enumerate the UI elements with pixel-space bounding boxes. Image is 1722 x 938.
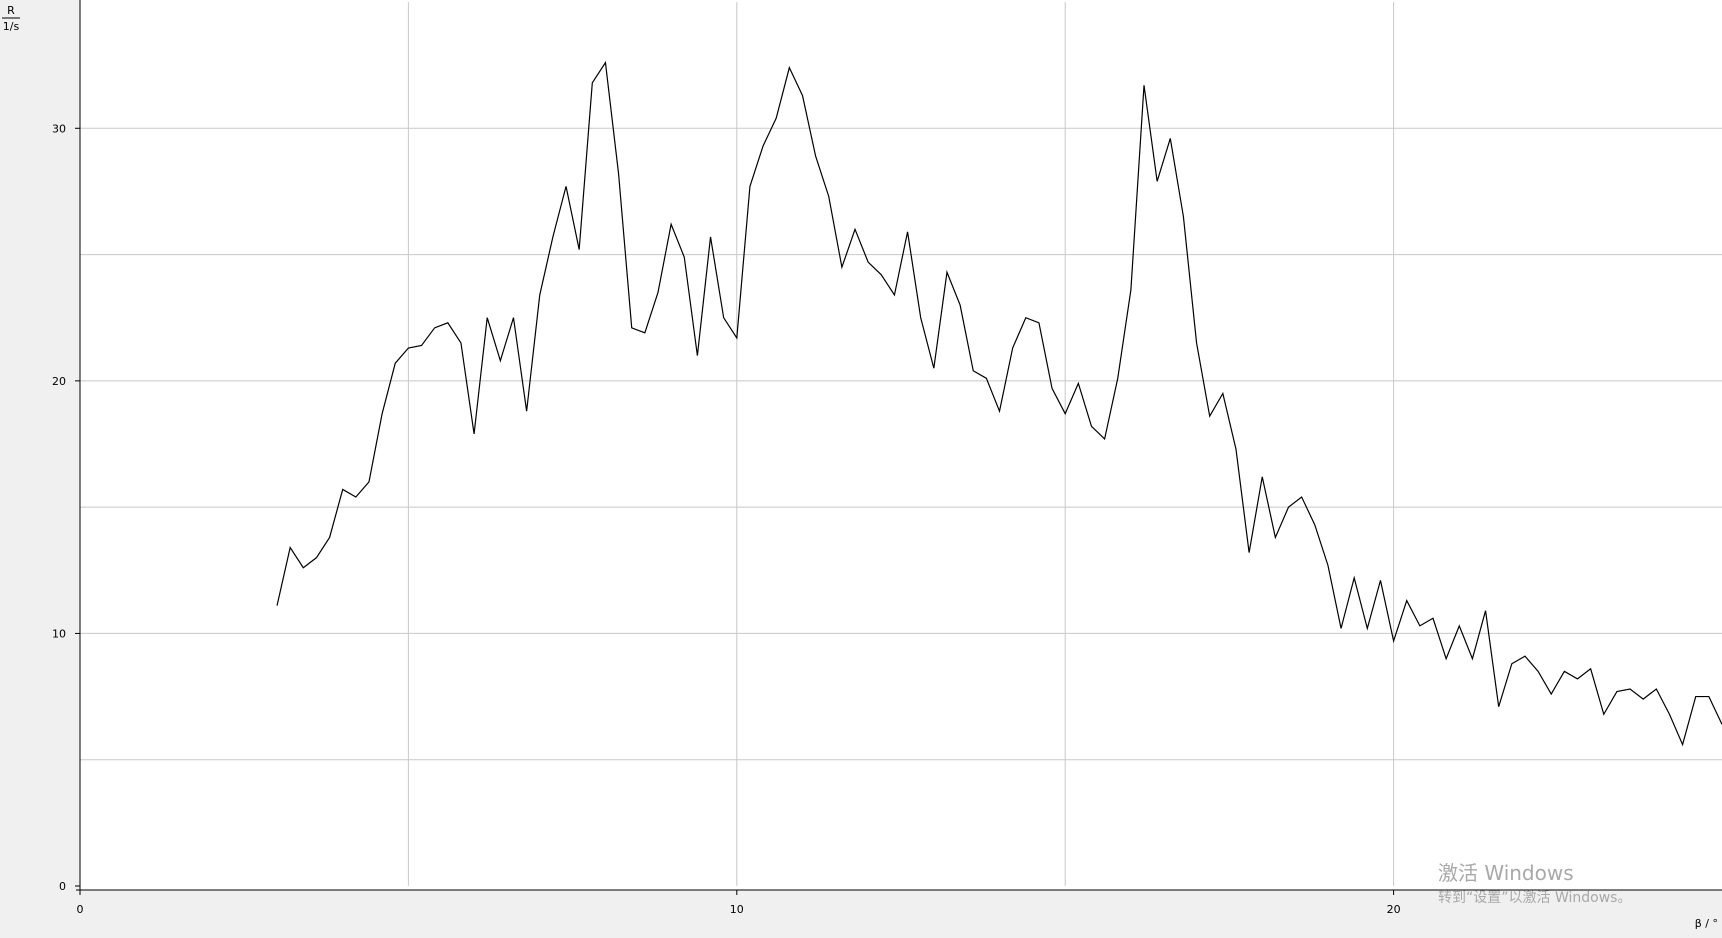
x-axis-label: β / ° [1695,917,1718,930]
x-tick-label: 10 [730,903,744,916]
plot-area [80,0,1722,890]
x-tick-label: 0 [77,903,84,916]
y-tick-label: 0 [59,880,66,893]
watermark-title: 激活 Windows [1438,861,1574,885]
watermark-subtitle: 转到“设置”以激活 Windows。 [1438,889,1631,906]
y-tick-label: 10 [52,627,66,640]
data-line [276,60,1722,747]
y-axis-label-numerator: R [7,4,15,17]
y-tick-label: 30 [52,122,66,135]
y-tick-label: 20 [52,375,66,388]
x-tick-label: 20 [1387,903,1401,916]
y-axis-label-denominator: 1/s [3,20,20,33]
